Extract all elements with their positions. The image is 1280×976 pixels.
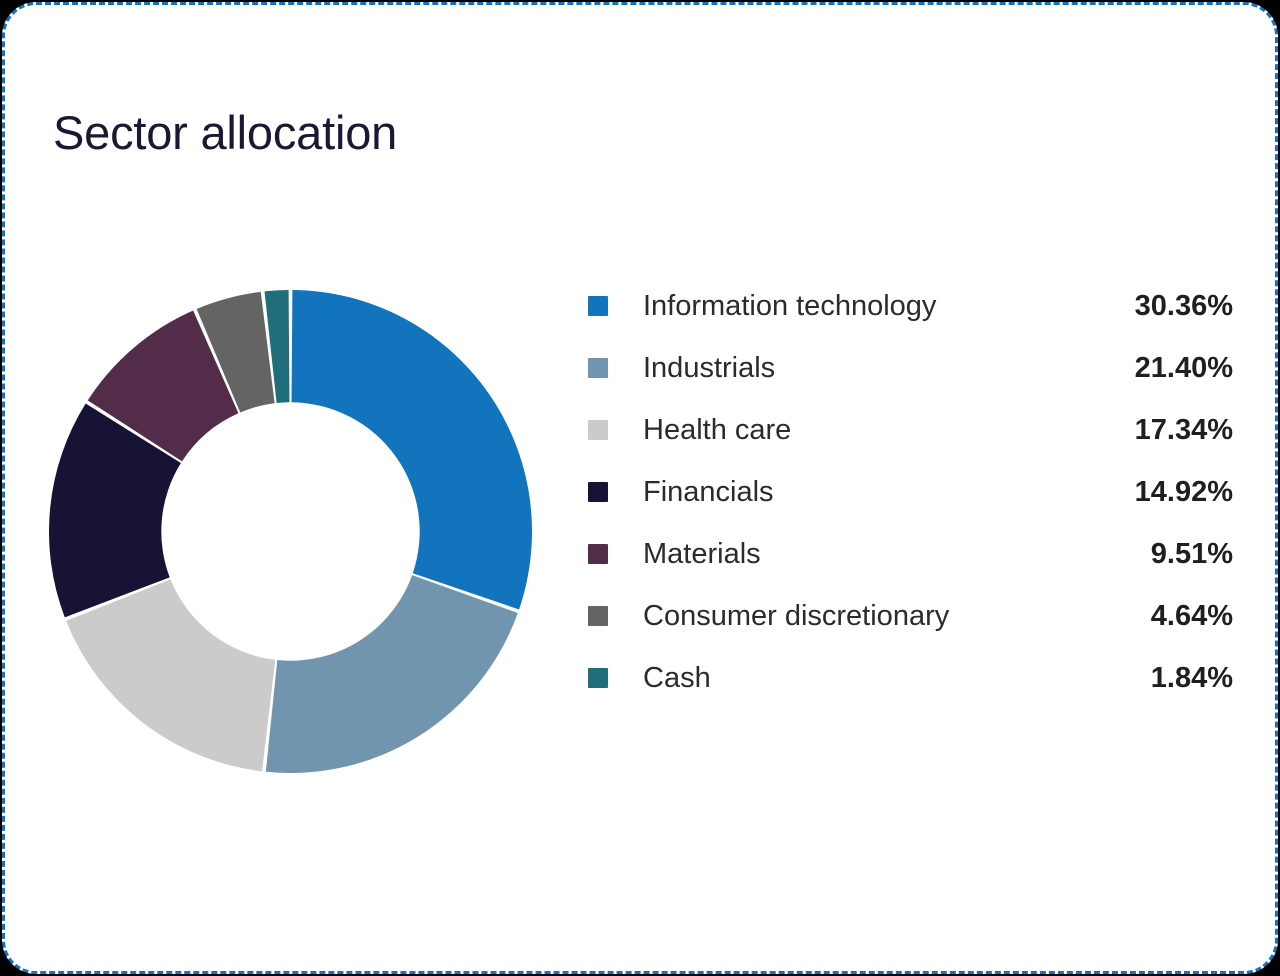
legend-item-5[interactable]: Consumer discretionary 4.64% bbox=[588, 585, 1236, 647]
legend-item-6[interactable]: Cash 1.84% bbox=[588, 647, 1236, 709]
legend-item-label: Materials bbox=[643, 537, 761, 570]
page-title: Sector allocation bbox=[53, 106, 398, 159]
legend-item-value: 14.92% bbox=[1134, 475, 1233, 508]
legend-item-value: 30.36% bbox=[1134, 289, 1233, 322]
legend-item-value: 21.40% bbox=[1134, 351, 1233, 384]
legend-item-label: Industrials bbox=[643, 351, 776, 384]
legend-item-label: Cash bbox=[643, 661, 711, 694]
legend-color-swatch-icon bbox=[588, 358, 608, 378]
donut-slice-0[interactable] bbox=[291, 290, 532, 610]
legend-item-value: 4.64% bbox=[1150, 599, 1233, 632]
donut-slice-6[interactable] bbox=[264, 290, 290, 404]
legend-item-4[interactable]: Materials 9.51% bbox=[588, 523, 1236, 585]
legend-item-label: Consumer discretionary bbox=[643, 599, 950, 632]
legend-item-value: 9.51% bbox=[1150, 537, 1233, 570]
legend-item-0[interactable]: Information technology 30.36% bbox=[588, 275, 1236, 337]
legend-item-3[interactable]: Financials 14.92% bbox=[588, 461, 1236, 523]
legend-item-label: Financials bbox=[643, 475, 774, 508]
legend-item-label: Health care bbox=[643, 413, 792, 446]
legend-color-swatch-icon bbox=[588, 482, 608, 502]
legend-color-swatch-icon bbox=[588, 296, 608, 316]
donut-slice-3[interactable] bbox=[49, 403, 181, 618]
donut-slice-4[interactable] bbox=[87, 310, 239, 462]
legend-item-label: Information technology bbox=[643, 289, 937, 322]
donut-slice-2[interactable] bbox=[66, 579, 276, 772]
legend-color-swatch-icon bbox=[588, 420, 608, 440]
donut-chart-svg bbox=[49, 290, 532, 773]
legend-item-1[interactable]: Industrials 21.40% bbox=[588, 337, 1236, 399]
legend-color-swatch-icon bbox=[588, 606, 608, 626]
legend-item-value: 17.34% bbox=[1134, 413, 1233, 446]
donut-slice-group bbox=[49, 290, 532, 773]
donut-chart bbox=[49, 290, 532, 773]
chart-legend: Information technology 30.36% Industrials 2… bbox=[588, 275, 1236, 709]
legend-item-2[interactable]: Health care 17.34% bbox=[588, 399, 1236, 461]
legend-color-swatch-icon bbox=[588, 668, 608, 688]
donut-slice-5[interactable] bbox=[196, 291, 275, 413]
legend-item-value: 1.84% bbox=[1150, 661, 1233, 694]
legend-color-swatch-icon bbox=[588, 544, 608, 564]
donut-slice-1[interactable] bbox=[265, 575, 518, 773]
